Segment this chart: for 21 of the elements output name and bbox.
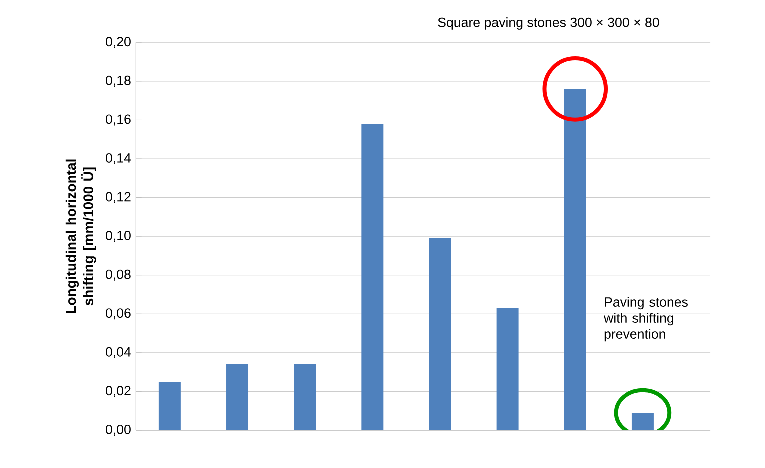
y-tick-label: 0,06 bbox=[106, 308, 131, 320]
bar bbox=[429, 238, 452, 431]
y-tick-label: 0,00 bbox=[106, 425, 131, 436]
y-tick-label: 0,12 bbox=[106, 192, 131, 204]
chart-title: Square paving stones 300 × 300 × 80 bbox=[438, 18, 660, 30]
y-tick-label: 0,04 bbox=[106, 348, 132, 359]
bar bbox=[294, 364, 316, 431]
bar bbox=[362, 124, 384, 431]
y-tick-label: 0,08 bbox=[106, 270, 131, 281]
bar bbox=[226, 364, 249, 431]
annotation: Paving stones with shifting prevention bbox=[604, 297, 688, 342]
y-tick-label: 0,18 bbox=[106, 76, 131, 88]
bar bbox=[632, 413, 654, 431]
y-axis-title: Longitudinal horizontal shifting [mm/1000 Ü] bbox=[66, 160, 96, 314]
bar bbox=[158, 382, 181, 431]
bar bbox=[496, 308, 519, 431]
y-tick-label: 0,20 bbox=[106, 37, 131, 48]
y-tick-label: 0,14 bbox=[106, 154, 132, 165]
y-tick-label: 0,16 bbox=[106, 114, 131, 126]
y-tick-label: 0,10 bbox=[106, 231, 131, 242]
y-tick-label: 0,02 bbox=[106, 386, 131, 398]
